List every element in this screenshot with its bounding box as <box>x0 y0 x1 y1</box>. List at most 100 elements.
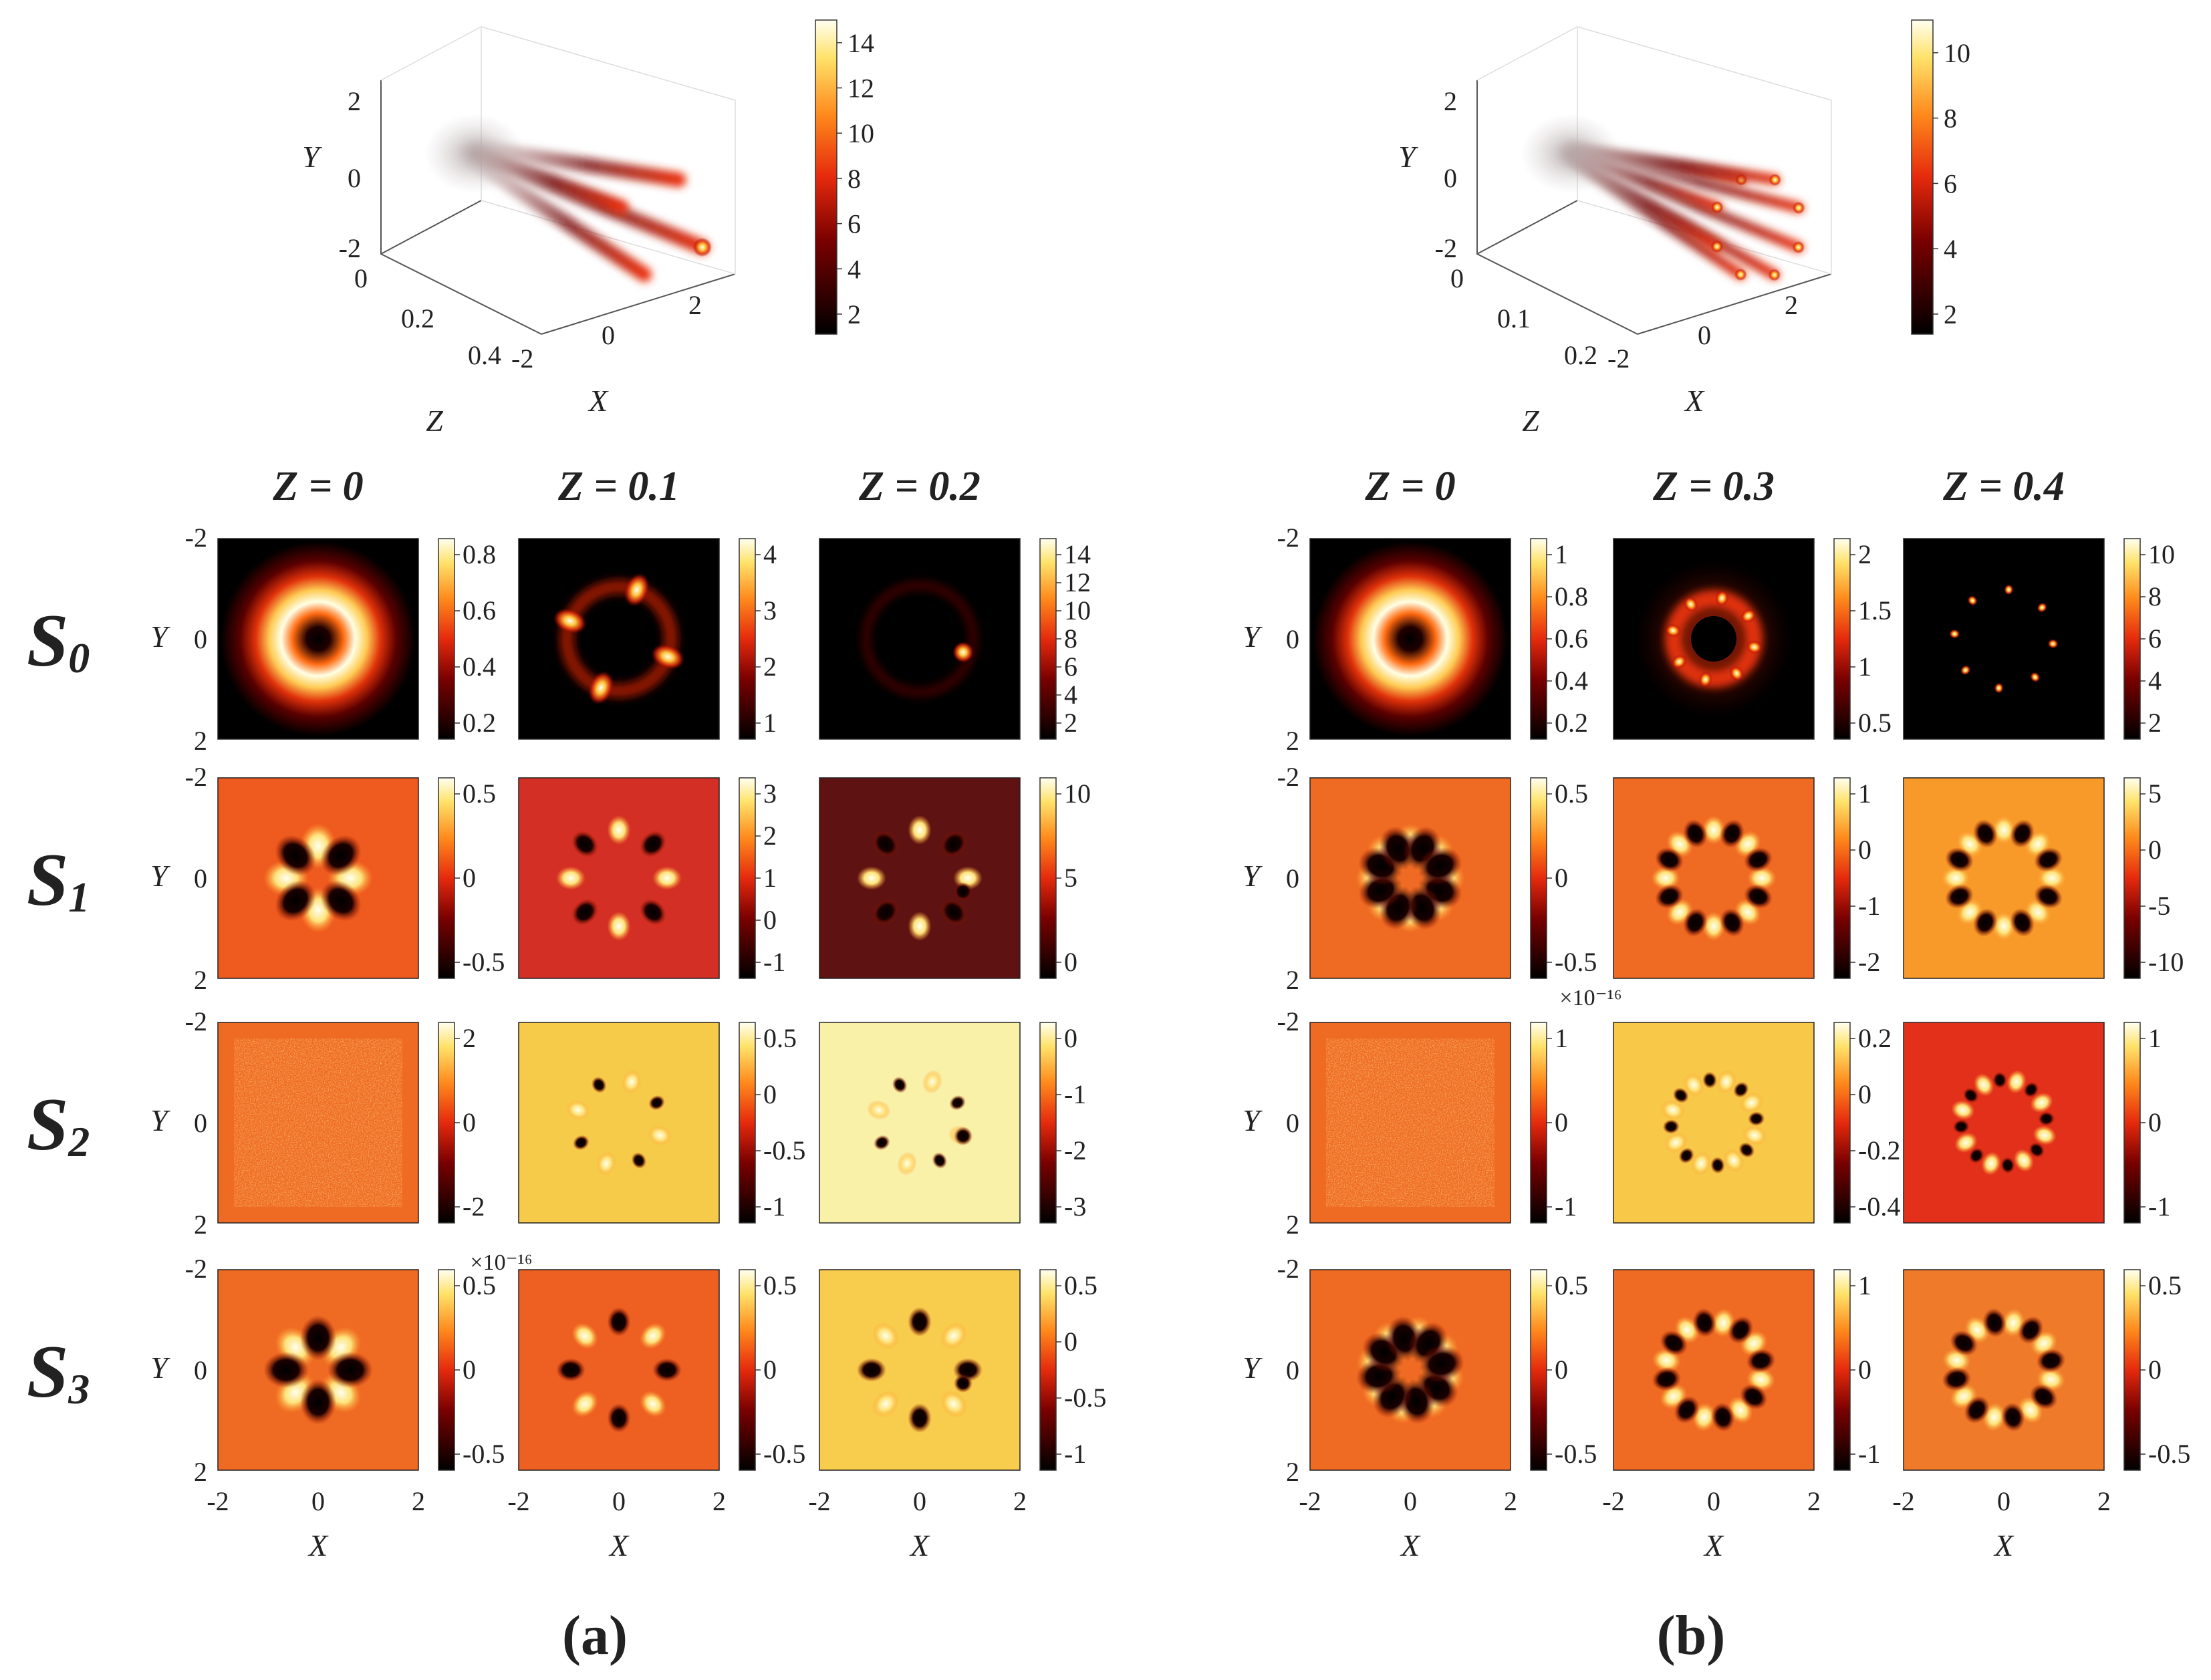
lobe-bright <box>867 1100 891 1120</box>
x-tick-label: 0 <box>612 1486 626 1516</box>
lobe-dark <box>320 835 362 876</box>
lobe-bright <box>652 866 682 890</box>
lobe-dark <box>1739 1384 1768 1410</box>
y-tick-label: 0 <box>194 1108 207 1138</box>
lobe-dark <box>940 898 967 926</box>
z-axis-label: Z <box>1522 404 1539 438</box>
colorbar-tick-label: 0.4 <box>463 652 496 682</box>
colorbar-tick-label: 0 <box>2148 835 2162 865</box>
colorbar: 2 0 -2 <box>438 1022 485 1224</box>
beam-hotspot <box>1711 201 1724 214</box>
lobe-dark <box>1968 1147 1984 1164</box>
lobe-bright <box>872 1322 900 1350</box>
lobe-dark <box>1945 884 1974 909</box>
intensity-peak <box>1967 595 1978 606</box>
y-tick-label: 2 <box>1286 1210 1299 1240</box>
colorbar-tick-label: 3 <box>763 595 777 625</box>
singularity <box>954 882 972 901</box>
map-background <box>1613 778 1814 978</box>
colorbar-tick-label: 6 <box>2148 623 2162 654</box>
colorbar-gradient <box>2123 1269 2141 1471</box>
lobe-dark <box>328 1351 373 1389</box>
lobe-bright <box>940 1390 967 1417</box>
colorbar-tick-label: 0 <box>1064 1023 1077 1053</box>
lobe-dark <box>1652 1367 1682 1391</box>
stokes-map <box>819 538 1021 740</box>
colorbar-tick-label: 0.8 <box>463 539 496 569</box>
map-background <box>1613 1022 1814 1223</box>
beam-filament <box>1559 145 1723 213</box>
colorbar-tick-label: 6 <box>848 209 861 239</box>
panel-label: (b) <box>1657 1604 1726 1667</box>
colorbar-gradient <box>1833 1022 1851 1224</box>
lobe-bright <box>857 866 886 890</box>
stokes-map <box>518 1269 720 1471</box>
colorbar-gradient <box>438 1269 455 1471</box>
map-background <box>819 1022 1020 1223</box>
lobe-dark <box>1710 1157 1725 1174</box>
colorbar: 0.5 0 -0.5 <box>438 777 505 979</box>
column-label: Z = 0 <box>272 464 363 509</box>
map-frame <box>1613 1022 1815 1224</box>
colorbar-tick-label: -3 <box>1064 1192 1086 1222</box>
colorbar-tick-label: 1 <box>1555 1023 1568 1053</box>
colorbar-tick-label: 1.5 <box>1858 595 1892 625</box>
lobe-dark <box>1992 1071 2007 1089</box>
intensity-peak <box>1684 596 1698 612</box>
colorbar-tick-label: -0.5 <box>463 947 505 977</box>
lobe-bright <box>648 1125 672 1145</box>
colorbar-tick-label: 0 <box>463 1107 476 1137</box>
lobe-bright <box>1992 912 2016 941</box>
lobe-dark <box>908 1403 932 1433</box>
map-frame <box>518 1269 720 1471</box>
lobe-bright <box>607 815 631 845</box>
stokes-map <box>217 1269 419 1471</box>
lobe-bright <box>1683 1073 1704 1097</box>
map-background <box>1904 778 2104 978</box>
lobe-bright <box>1954 1132 1978 1153</box>
y-tick-label: -2 <box>185 762 207 792</box>
beam-filament <box>461 143 629 215</box>
lobe-bright <box>1740 1092 1763 1113</box>
colorbar-tick-label: 2 <box>848 299 861 329</box>
colorbar-tick-label: 0 <box>2148 1107 2162 1137</box>
colorbar-tick-label: -10 <box>2148 947 2184 977</box>
lobe-bright <box>1951 1100 1975 1120</box>
lobe-dark <box>299 1379 337 1425</box>
colorbar-tick-label: 6 <box>1944 168 1957 198</box>
colorbar: 0.5 0 -0.5 <box>739 1269 805 1471</box>
stokes-map <box>1613 1269 1815 1471</box>
colorbar-tick-label: 0.6 <box>1555 623 1588 654</box>
colorbar-tick-label: 10 <box>2148 539 2175 569</box>
colorbar: 0.5 0 -0.5 <box>2123 1269 2190 1471</box>
colorbar-tick-label: 0.5 <box>1858 708 1892 738</box>
colorbar: 0.5 0 -0.5 -1 <box>739 1022 805 1224</box>
lobe-dark <box>591 1077 607 1093</box>
beam-hotspot <box>1769 174 1781 186</box>
beam-filament <box>1567 142 1781 186</box>
lobe-bright <box>908 815 932 845</box>
map-background <box>1310 1270 1511 1470</box>
intensity-peak <box>651 644 685 670</box>
colorbar-tick-label: -0.5 <box>1555 947 1597 977</box>
intensity-peak <box>1665 623 1682 638</box>
x-tick-label: 2 <box>2097 1486 2111 1516</box>
lobe-dark <box>2029 1142 2045 1158</box>
y-axis-label: Y <box>1243 859 1263 893</box>
colorbar-tick-label: -0.5 <box>763 1439 805 1469</box>
colorbar-tick-label: 14 <box>1064 539 1091 569</box>
colorbar-tick-label: 0.5 <box>1064 1270 1097 1300</box>
colorbar-tick-label: 4 <box>763 539 777 569</box>
colorbar: 5 0 -5 -10 <box>2123 777 2184 979</box>
stokes-map <box>1309 777 1511 979</box>
colorbar-tick-label: -1 <box>1858 1439 1880 1469</box>
colorbar-tick-label: 14 <box>848 28 874 58</box>
z-tick-label: 0.4 <box>468 340 501 370</box>
colorbar-tick-label: 0 <box>763 1355 777 1385</box>
y-tick-label: -2 <box>339 233 361 263</box>
intensity-peak <box>553 608 587 634</box>
map-background <box>218 1270 418 1470</box>
z-axis-label: Z <box>426 404 443 438</box>
lobe-bright <box>571 1322 599 1350</box>
beam-hotspot <box>692 237 712 257</box>
